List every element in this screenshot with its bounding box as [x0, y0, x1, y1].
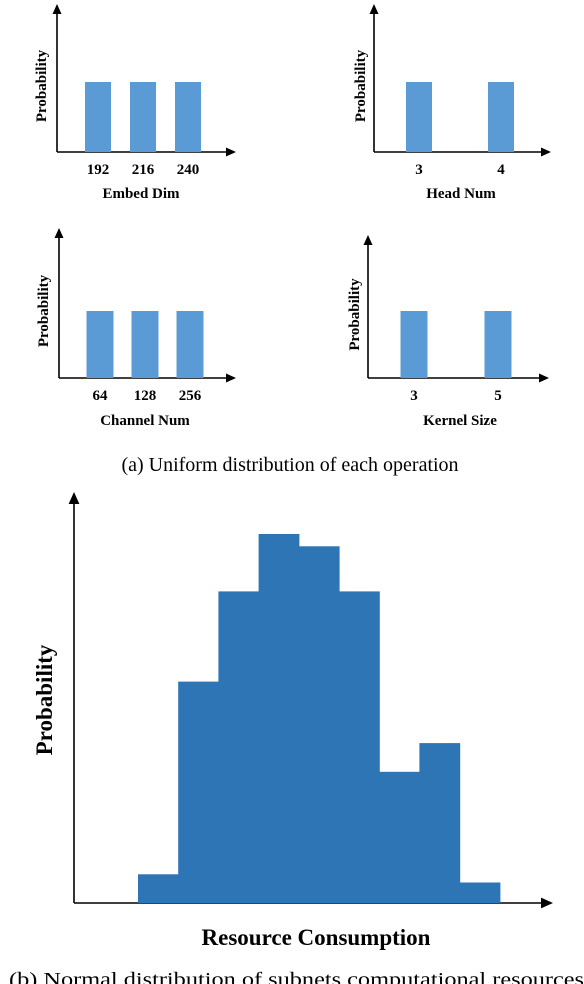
chart4-x-arrow	[541, 897, 553, 909]
chart1-x-arrow	[541, 147, 551, 157]
chart4-bar-4	[258, 534, 300, 903]
chart-embed-dim: 192 216 240 Embed Dim Probability	[34, 4, 236, 202]
chart2-y-arrow	[54, 228, 64, 238]
chart2-bar-256	[176, 311, 204, 378]
chart1-tick-label: 4	[497, 162, 505, 178]
chart2-bar-64	[86, 311, 114, 378]
chart0-tick-label: 240	[177, 162, 200, 178]
chart1-y-label: Probability	[353, 49, 369, 122]
chart-kernel-size: 3 5 Kernel Size Probability	[347, 235, 549, 429]
chart4-bar-3	[218, 591, 260, 903]
chart0-tick-label: 192	[87, 162, 110, 178]
chart1-x-label: Head Num	[426, 186, 496, 202]
chart4-y-arrow	[68, 492, 80, 504]
chart2-x-label: Channel Num	[100, 413, 190, 429]
chart1-bar-4	[488, 82, 514, 152]
chart4-x-label: Resource Consumption	[202, 925, 431, 950]
chart2-x-arrow	[226, 373, 236, 383]
chart4-bar-1	[138, 874, 179, 903]
chart3-tick-label: 3	[410, 388, 418, 404]
chart0-bar-216	[130, 82, 156, 152]
chart4-bar-6	[339, 591, 380, 903]
caption-a: (a) Uniform distribution of each operati…	[121, 454, 458, 476]
chart0-bar-192	[85, 82, 111, 152]
chart0-y-label: Probability	[34, 49, 50, 122]
chart4-bar-7	[379, 771, 420, 903]
chart0-tick-label: 216	[132, 162, 155, 178]
chart2-tick-label: 128	[134, 388, 157, 404]
chart-resource-distribution: Resource Consumption Probability	[32, 492, 553, 950]
chart1-tick-label: 3	[415, 162, 423, 178]
caption-b: (b) Normal distribution of subnets compu…	[9, 969, 584, 984]
chart3-tick-label: 5	[494, 388, 502, 404]
chart2-bar-128	[131, 311, 159, 378]
chart3-y-label: Probability	[347, 278, 363, 351]
chart4-bar-5	[298, 546, 340, 903]
chart1-bar-3	[406, 82, 432, 152]
chart4-y-label: Probability	[32, 644, 57, 755]
chart-channel-num: 64 128 256 Channel Num Probability	[36, 228, 236, 429]
chart2-tick-label: 256	[179, 388, 202, 404]
chart3-bar-5	[484, 311, 512, 378]
chart2-y-label: Probability	[36, 274, 52, 347]
chart0-x-arrow	[226, 147, 236, 157]
chart4-bar-2	[178, 681, 219, 903]
chart4-bar-8	[419, 743, 461, 903]
chart3-y-arrow	[363, 235, 373, 245]
chart2-tick-label: 64	[93, 388, 109, 404]
chart4-bar-9	[459, 882, 501, 903]
chart0-bar-240	[175, 82, 201, 152]
chart0-y-arrow	[52, 4, 62, 14]
chart3-x-label: Kernel Size	[423, 413, 497, 429]
chart1-y-arrow	[369, 4, 379, 14]
chart3-x-arrow	[539, 373, 549, 383]
chart0-x-label: Embed Dim	[102, 186, 180, 202]
chart3-bar-3	[400, 311, 428, 378]
